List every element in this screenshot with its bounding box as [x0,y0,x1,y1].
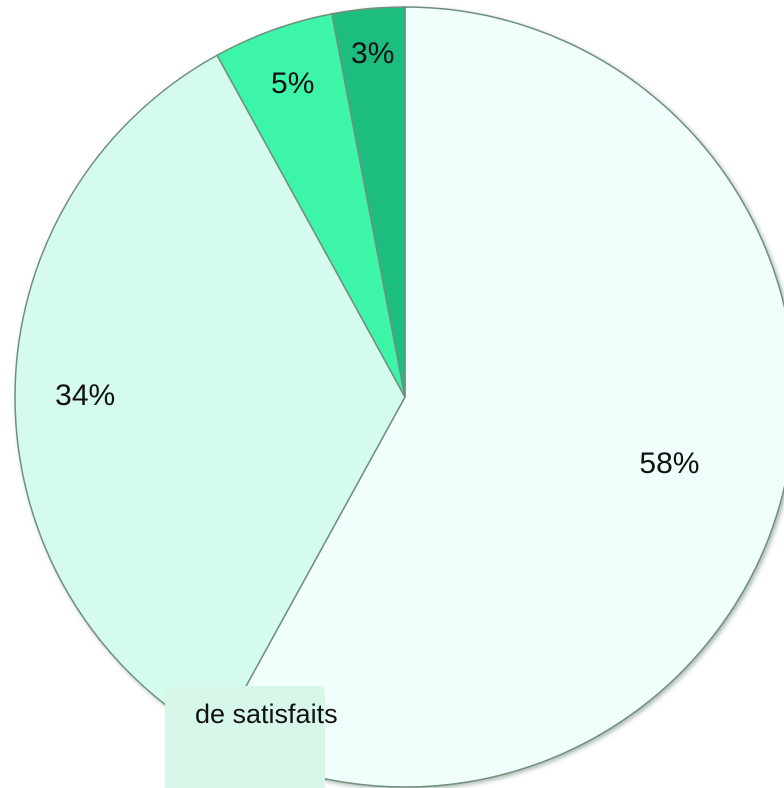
pie [14,6,784,788]
legend-box [165,686,325,788]
legend: de satisfaits [165,686,338,788]
data-label: 5% [271,67,314,100]
data-label: 34% [55,379,115,412]
pie-slice [331,6,406,398]
pie-slice [14,54,406,740]
legend-entry: de satisfaits [195,699,338,729]
data-label: 58% [639,447,699,480]
data-label: 3% [351,37,394,70]
data-labels: 58% 34% 5% 3% [55,37,699,480]
pie-slice [216,6,784,788]
